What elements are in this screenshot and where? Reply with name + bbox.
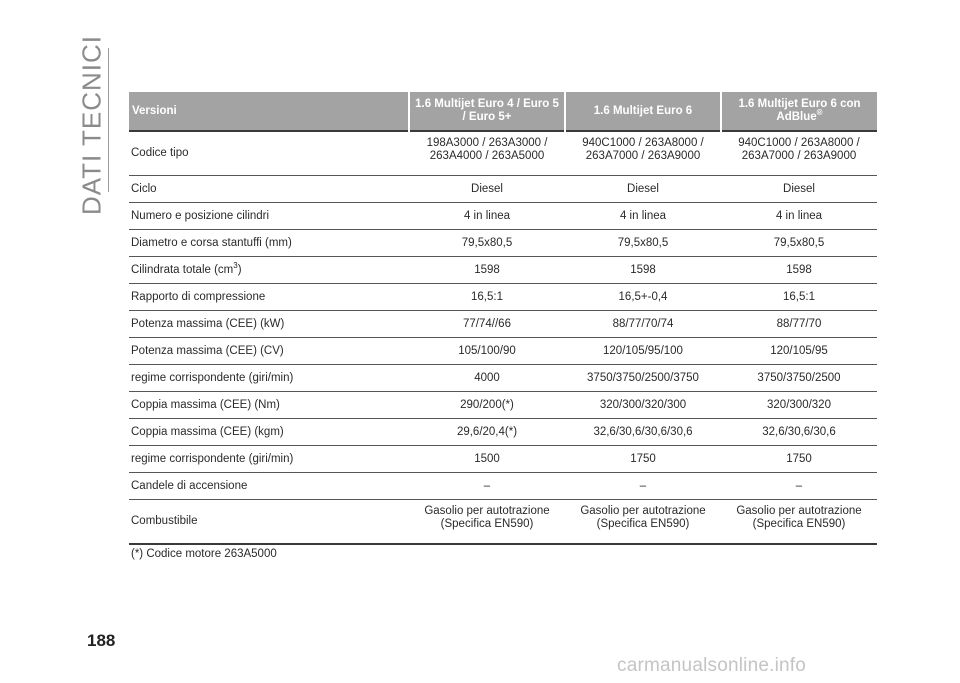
cell-col3: 320/300/320 — [721, 391, 877, 419]
cell-col2: 1598 — [565, 256, 721, 284]
cell-col2: – — [565, 472, 721, 500]
cell-col3: 1598 — [721, 256, 877, 284]
header-versioni: Versioni — [129, 92, 409, 131]
cubic-superscript: 3 — [233, 260, 238, 270]
row-label: Potenza massima (CEE) (kW) — [129, 310, 409, 338]
table-row: Codice tipo 198A3000 / 263A3000 / 263A40… — [129, 131, 877, 176]
cell-col3: Gasolio per autotrazione (Specifica EN59… — [721, 499, 877, 545]
cell-col3: Diesel — [721, 175, 877, 203]
cell-col3: 32,6/30,6/30,6 — [721, 418, 877, 446]
row-label: Candele di accensione — [129, 472, 409, 500]
cell-col3: 79,5x80,5 — [721, 229, 877, 257]
cell-col1: 4000 — [409, 364, 565, 392]
cell-col2: Diesel — [565, 175, 721, 203]
cell-col2: 940C1000 / 263A8000 / 263A7000 / 263A900… — [565, 131, 721, 176]
cell-col1: 1500 — [409, 445, 565, 473]
cell-col2: 16,5+-0,4 — [565, 283, 721, 311]
row-label: Codice tipo — [129, 131, 409, 176]
cell-col3: 940C1000 / 263A8000 / 263A7000 / 263A900… — [721, 131, 877, 176]
row-label: Coppia massima (CEE) (Nm) — [129, 391, 409, 419]
cell-col1: Diesel — [409, 175, 565, 203]
cell-col2: 320/300/320/300 — [565, 391, 721, 419]
cell-col1: Gasolio per autotrazione (Specifica EN59… — [409, 499, 565, 545]
row-label: Rapporto di compressione — [129, 283, 409, 311]
cell-col2: 3750/3750/2500/3750 — [565, 364, 721, 392]
header-col1: 1.6 Multijet Euro 4 / Euro 5 / Euro 5+ — [408, 92, 565, 131]
table-row: Combustibile Gasolio per autotrazione (S… — [129, 499, 877, 545]
table-row: Numero e posizione cilindri 4 in linea 4… — [129, 202, 877, 230]
header-col3-text: 1.6 Multijet Euro 6 con AdBlue — [738, 98, 861, 123]
cell-col1: 290/200(*) — [409, 391, 565, 419]
cell-col1: – — [409, 472, 565, 500]
cell-col2: 1750 — [565, 445, 721, 473]
table-row: Cilindrata totale (cm3) 1598 1598 1598 — [129, 256, 877, 284]
cell-col3: 1750 — [721, 445, 877, 473]
cell-col3: 120/105/95 — [721, 337, 877, 365]
cell-col1: 1598 — [409, 256, 565, 284]
row-label: Numero e posizione cilindri — [129, 202, 409, 230]
table-row: regime corrispondente (giri/min) 4000 37… — [129, 364, 877, 392]
cell-col1: 198A3000 / 263A3000 / 263A4000 / 263A500… — [409, 131, 565, 176]
row-label: Cilindrata totale (cm3) — [129, 256, 409, 284]
table-row: Coppia massima (CEE) (Nm) 290/200(*) 320… — [129, 391, 877, 419]
cell-col2: 32,6/30,6/30,6/30,6 — [565, 418, 721, 446]
cell-col3: 16,5:1 — [721, 283, 877, 311]
row-label: Potenza massima (CEE) (CV) — [129, 337, 409, 365]
section-title-text: DATI TECNICI — [76, 34, 107, 216]
cell-col1: 16,5:1 — [409, 283, 565, 311]
table-row: Candele di accensione – – – — [129, 472, 877, 500]
section-title: DATI TECNICI — [72, 35, 112, 215]
registered-mark: ® — [816, 108, 823, 118]
section-divider — [108, 48, 109, 192]
header-col2: 1.6 Multijet Euro 6 — [564, 92, 721, 131]
footnote: (*) Codice motore 263A5000 — [131, 548, 277, 560]
cell-col1: 4 in linea — [409, 202, 565, 230]
row-label: regime corrispondente (giri/min) — [129, 364, 409, 392]
row-label-end: ) — [237, 263, 242, 276]
table-row: Ciclo Diesel Diesel Diesel — [129, 175, 877, 203]
row-label: Coppia massima (CEE) (kgm) — [129, 418, 409, 446]
cell-col2: Gasolio per autotrazione (Specifica EN59… — [565, 499, 721, 545]
cell-col3: 3750/3750/2500 — [721, 364, 877, 392]
cell-col2: 88/77/70/74 — [565, 310, 721, 338]
cell-col3: – — [721, 472, 877, 500]
cell-col2: 79,5x80,5 — [565, 229, 721, 257]
table-row: Coppia massima (CEE) (kgm) 29,6/20,4(*) … — [129, 418, 877, 446]
row-label-text: Cilindrata totale (cm — [131, 263, 234, 276]
cell-col1: 105/100/90 — [409, 337, 565, 365]
cell-col2: 4 in linea — [565, 202, 721, 230]
table-row: Potenza massima (CEE) (CV) 105/100/90 12… — [129, 337, 877, 365]
table-row: regime corrispondente (giri/min) 1500 17… — [129, 445, 877, 473]
table-row: Rapporto di compressione 16,5:1 16,5+-0,… — [129, 283, 877, 311]
row-label: Combustibile — [129, 499, 409, 545]
cell-col3: 4 in linea — [721, 202, 877, 230]
header-col3: 1.6 Multijet Euro 6 con AdBlue® — [720, 92, 877, 131]
page-number: 188 — [87, 631, 116, 650]
row-label: Ciclo — [129, 175, 409, 203]
cell-col1: 77/74//66 — [409, 310, 565, 338]
engine-spec-table: Versioni 1.6 Multijet Euro 4 / Euro 5 / … — [129, 92, 877, 545]
table-header-row: Versioni 1.6 Multijet Euro 4 / Euro 5 / … — [129, 92, 877, 131]
cell-col3: 88/77/70 — [721, 310, 877, 338]
watermark: carmanualsonline.info — [617, 655, 807, 676]
table-row: Diametro e corsa stantuffi (mm) 79,5x80,… — [129, 229, 877, 257]
cell-col1: 29,6/20,4(*) — [409, 418, 565, 446]
cell-col1: 79,5x80,5 — [409, 229, 565, 257]
table-row: Potenza massima (CEE) (kW) 77/74//66 88/… — [129, 310, 877, 338]
row-label: Diametro e corsa stantuffi (mm) — [129, 229, 409, 257]
cell-col2: 120/105/95/100 — [565, 337, 721, 365]
row-label: regime corrispondente (giri/min) — [129, 445, 409, 473]
